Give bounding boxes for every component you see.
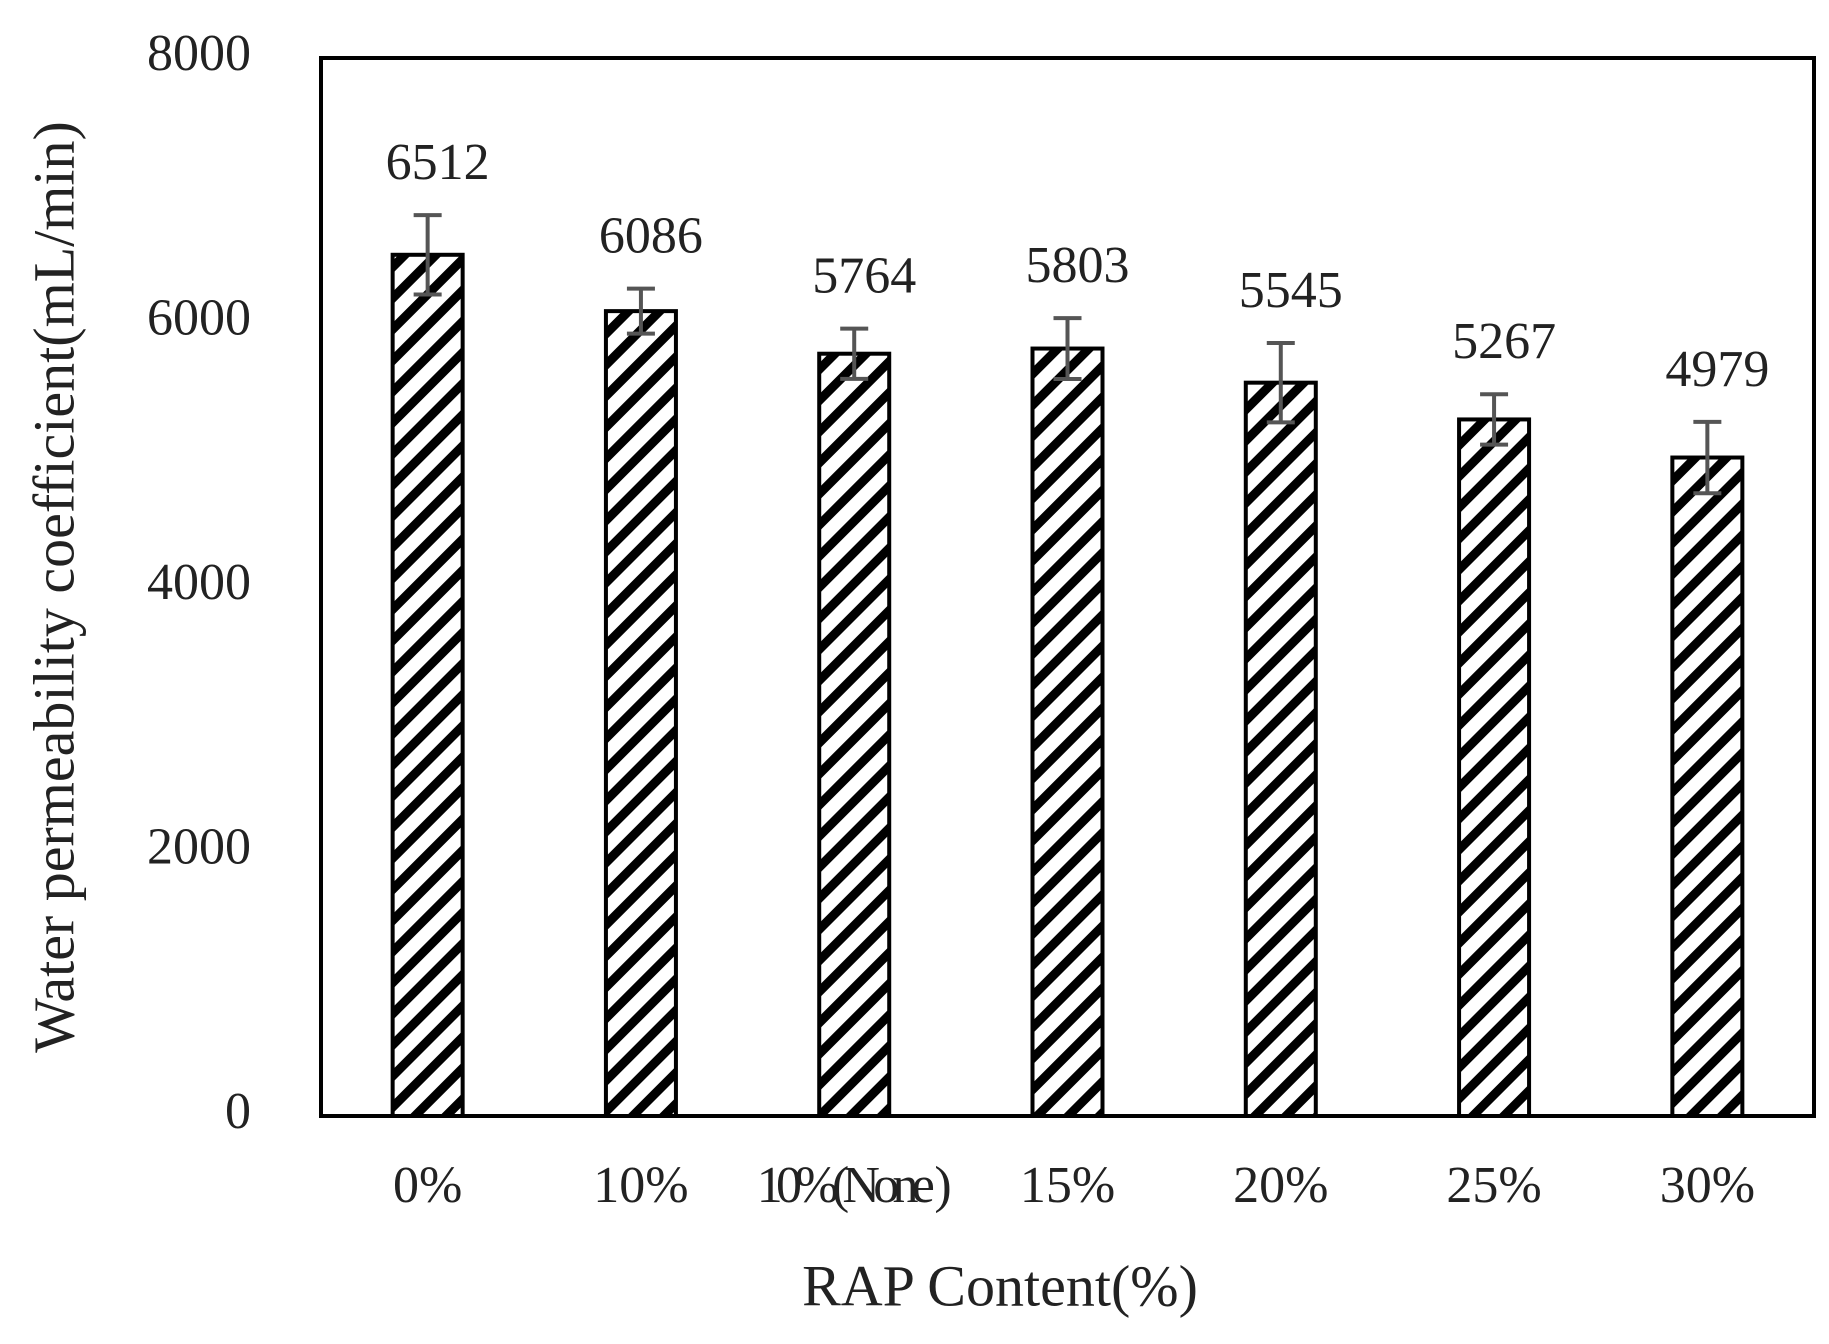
x-tick-label: 10% [593,1157,688,1214]
x-axis-title: RAP Content(%) [802,1253,1198,1318]
plot-frame [319,56,1816,1118]
data-label: 4979 [1665,341,1769,398]
error-bar [626,286,655,336]
y-axis-title: Water permeability coefficient(mL/min) [21,121,86,1053]
x-tick-label: 20% [1233,1157,1328,1214]
error-bar [1053,316,1082,381]
y-tick-label: 4000 [147,554,251,611]
bar [1670,455,1745,1119]
bar [1030,346,1105,1119]
bar [817,351,892,1118]
data-label: 5267 [1452,313,1556,370]
y-tick-label: 6000 [147,289,251,346]
y-tick-label: 0 [225,1083,251,1140]
x-tick-label: 30% [1660,1157,1755,1214]
error-bar [1693,419,1722,496]
error-bar [840,326,869,381]
data-label: 5764 [812,248,916,305]
error-bar [413,213,442,297]
x-tick-label: 25% [1446,1157,1541,1214]
error-bar [1266,340,1295,425]
x-tick-label: 15% [1020,1157,1115,1214]
bar [1243,380,1318,1118]
y-tick-label: 8000 [147,25,251,82]
x-tick-label: 10%(None ) [757,1157,952,1214]
x-tick-label: 0% [393,1157,462,1214]
data-label: 6512 [386,134,490,191]
y-tick-label: 2000 [147,818,251,875]
bar [603,309,678,1118]
bar [1457,417,1532,1118]
data-label: 5803 [1026,237,1130,294]
data-label: 6086 [599,208,703,265]
error-bar [1480,392,1509,447]
bar [390,252,465,1118]
data-label: 5545 [1239,262,1343,319]
